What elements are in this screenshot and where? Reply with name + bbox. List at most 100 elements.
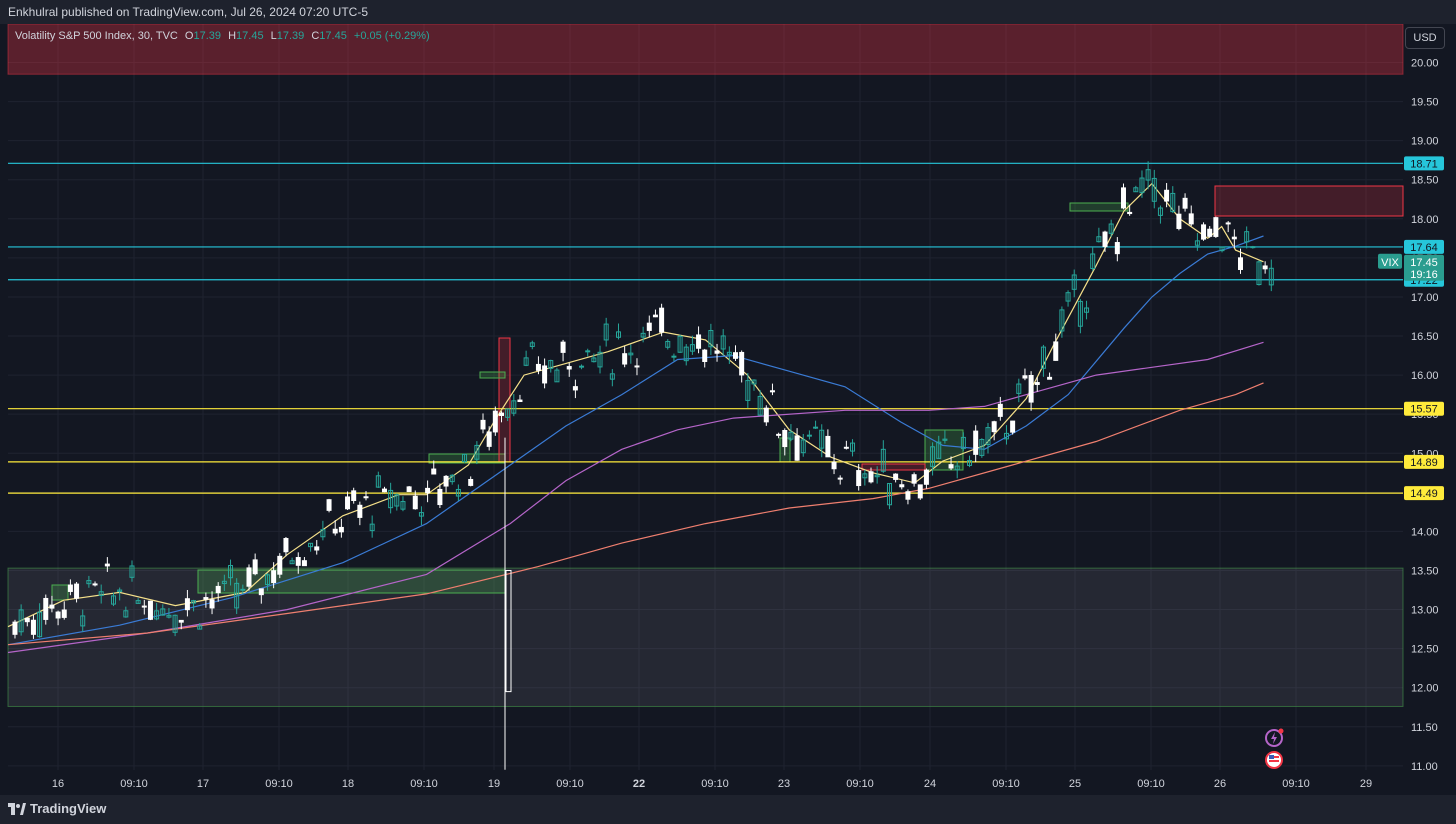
price-tick-label: 16.00 (1411, 370, 1439, 382)
candle-body (960, 436, 966, 450)
level-price-label: 17.64 (1410, 242, 1438, 254)
candle-body (899, 484, 905, 488)
candle-body (517, 399, 523, 403)
lightning-icon[interactable] (1265, 728, 1284, 747)
candle-body (751, 379, 757, 385)
price-tick-label: 18.50 (1411, 175, 1439, 187)
candle-body (388, 489, 394, 509)
candle-body (234, 582, 240, 609)
status-icons (1265, 728, 1284, 769)
candle-body (449, 474, 455, 483)
candle-body (351, 490, 357, 502)
candle-body (381, 488, 387, 493)
candle-body (437, 488, 443, 506)
change-value: +0.05 (+0.29%) (353, 30, 430, 42)
candle-body (997, 403, 1003, 417)
currency-button[interactable]: USD (1405, 27, 1445, 49)
candle-body (757, 395, 763, 416)
candle-body (147, 600, 153, 620)
time-axis[interactable]: 16 09:10 17 09:10 18 09:10 19 09:10 22 09:10 23 09:… (52, 778, 1372, 790)
candle-body (166, 614, 172, 618)
candles (12, 161, 1274, 770)
candle-body (1003, 432, 1009, 440)
candle-body (117, 589, 123, 592)
candle-body (209, 599, 215, 609)
candle-body (203, 597, 209, 600)
candle-body (880, 448, 886, 472)
vix-tag-label: VIX (1381, 257, 1399, 269)
candle-body (141, 605, 147, 608)
candle-body (474, 444, 480, 460)
vix-tag (1378, 253, 1402, 269)
time-tick-label: 23 (778, 778, 790, 790)
candle-body (1164, 189, 1170, 202)
level-price-tag (1404, 486, 1444, 501)
candle-body (862, 473, 868, 479)
candle-body (505, 569, 512, 693)
time-tick-label: 09:10 (120, 778, 148, 790)
candle-body (462, 453, 468, 463)
candle-body (1022, 375, 1028, 379)
bullish-box (479, 371, 506, 379)
low-label: L (270, 30, 277, 42)
candle-body (283, 538, 289, 553)
price-tick-label: 12.00 (1411, 683, 1439, 695)
candle-body (1250, 246, 1256, 249)
level-price-label: 14.49 (1410, 488, 1438, 500)
candle-body (646, 322, 652, 331)
candle-body (480, 419, 486, 430)
us-flag-icon[interactable] (1265, 751, 1283, 769)
candle-body (135, 600, 141, 604)
price-tick-label: 17.00 (1411, 292, 1439, 304)
price-tick-label: 12.50 (1411, 644, 1439, 656)
candle-body (86, 580, 92, 585)
price-tick-label: 13.00 (1411, 605, 1439, 617)
brand-logo[interactable]: TradingView (8, 801, 106, 816)
candle-body (856, 470, 862, 487)
time-tick-label: 25 (1069, 778, 1081, 790)
level-price-label: 15.57 (1410, 404, 1438, 416)
candle-body (726, 351, 732, 356)
tradingview-logo-icon (8, 802, 26, 815)
candle-body (258, 588, 264, 596)
level-price-tag (1404, 239, 1444, 254)
candle-body (1120, 187, 1126, 209)
candle-body (172, 614, 178, 633)
candle-body (1268, 267, 1274, 286)
candle-body (375, 475, 381, 488)
candle-body (1194, 240, 1200, 246)
candle-body (597, 351, 603, 368)
candle-body (301, 560, 307, 567)
bottom-bar (0, 795, 1456, 824)
candle-body (1071, 274, 1077, 290)
level-price-tag (1404, 156, 1444, 171)
candle-body (1207, 228, 1213, 237)
time-tick-label: 09:10 (1282, 778, 1310, 790)
candle-body (178, 619, 184, 623)
publisher-text: Enkhulral published on TradingView.com, … (8, 5, 368, 19)
candle-body (123, 610, 129, 618)
candle-body (55, 611, 61, 619)
candle-body (825, 435, 831, 458)
bearish-box (861, 463, 926, 471)
candle-body (708, 330, 714, 348)
candle-body (991, 421, 997, 433)
candle-body (634, 365, 640, 368)
candle-body (1047, 376, 1053, 380)
candle-body (628, 352, 634, 356)
price-tick-label: 16.50 (1411, 331, 1439, 343)
close-value: 17.45 (319, 30, 347, 42)
price-chart[interactable]: 11.0011.5012.0012.5013.0013.5014.0014.50… (0, 24, 1456, 795)
candle-body (104, 563, 110, 567)
candle-body (585, 350, 591, 353)
candle-body (1151, 177, 1157, 202)
candle-body (24, 617, 30, 623)
candle-body (560, 341, 566, 353)
candle-body (406, 486, 412, 493)
candle-body (1244, 231, 1250, 243)
candle-body (794, 435, 800, 461)
level-price-label: 14.89 (1410, 457, 1438, 469)
last-price-label: 17.45 (1410, 257, 1438, 269)
price-tags: 18.7117.6417.2215.5714.8914.4917.4519:16… (1378, 156, 1444, 501)
candle-body (831, 461, 837, 470)
